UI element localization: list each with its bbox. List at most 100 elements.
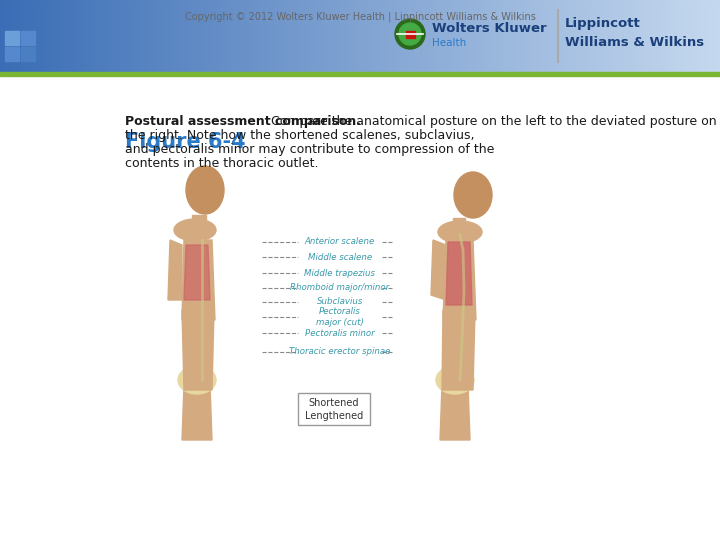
Bar [197,0,200,72]
Bar [631,0,634,72]
Bar [650,0,654,72]
Text: Thoracic erector spinae: Thoracic erector spinae [289,348,391,356]
Bar [99,0,102,72]
Bar [180,0,184,72]
Bar [329,0,332,72]
Bar [238,0,241,72]
Bar [17,0,20,72]
Bar [675,0,678,72]
Bar [473,0,476,72]
Bar [413,0,416,72]
Bar [218,0,222,72]
Bar [545,0,548,72]
Bar [600,0,603,72]
Bar [585,0,589,72]
Bar [338,0,342,72]
Bar [259,0,263,72]
Bar [693,0,697,72]
Bar [101,0,104,72]
Bar [377,0,380,72]
Bar [549,0,553,72]
Bar [456,0,459,72]
Bar [271,0,274,72]
Bar [444,0,447,72]
Bar [463,0,467,72]
Bar [387,0,390,72]
Bar [175,0,179,72]
Bar [120,0,123,72]
Polygon shape [446,242,472,305]
Bar [333,0,337,72]
Bar [132,0,135,72]
Bar [646,0,649,72]
Bar [38,0,42,72]
Bar [194,0,198,72]
Polygon shape [443,240,476,320]
Bar [686,0,690,72]
Bar [142,0,145,72]
Bar [252,0,256,72]
Bar [295,0,299,72]
Bar [595,0,598,72]
Bar [5,31,19,45]
Polygon shape [184,245,210,300]
Bar [590,0,594,72]
Bar [598,0,601,72]
Bar [374,0,378,72]
Bar [382,0,385,72]
Bar [648,0,652,72]
Text: Wolters Kluwer: Wolters Kluwer [432,22,546,35]
Bar [468,0,472,72]
Bar [703,0,706,72]
Bar [305,0,308,72]
Bar [310,0,313,72]
Bar [708,0,711,72]
Bar [470,0,474,72]
Bar [89,0,92,72]
Bar [307,0,310,72]
Bar [713,0,716,72]
Bar [137,0,140,72]
Bar [557,0,560,72]
Bar [423,0,426,72]
Bar [130,0,133,72]
Bar [34,0,37,72]
Bar [331,0,335,72]
Bar [240,0,243,72]
Bar [614,0,618,72]
Bar [461,0,464,72]
Bar [31,0,35,72]
Bar [45,0,49,72]
Bar [401,0,404,72]
Bar [634,0,637,72]
Bar [528,0,531,72]
Bar [103,0,107,72]
Bar [434,0,438,72]
Bar [19,0,22,72]
Bar [523,0,526,72]
Bar [67,0,71,72]
Bar [151,0,155,72]
Bar [192,0,195,72]
Bar [199,0,202,72]
Text: Compare the anatomical posture on the left to the deviated posture on: Compare the anatomical posture on the le… [267,115,717,128]
Polygon shape [182,385,212,440]
Bar [521,0,524,72]
Bar [36,0,40,72]
Bar [274,0,277,72]
Bar [405,0,409,72]
Bar [358,0,361,72]
Bar [617,0,620,72]
Bar [655,0,659,72]
Text: Middle trapezius: Middle trapezius [305,268,376,278]
Text: Lippincott
Williams & Wilkins: Lippincott Williams & Wilkins [565,17,704,49]
Bar [0,0,4,72]
Bar [660,0,663,72]
Bar [341,0,344,72]
Bar [171,0,174,72]
Bar [629,0,632,72]
Bar [526,0,529,72]
Bar [562,0,565,72]
Bar [418,0,421,72]
Bar [603,0,606,72]
